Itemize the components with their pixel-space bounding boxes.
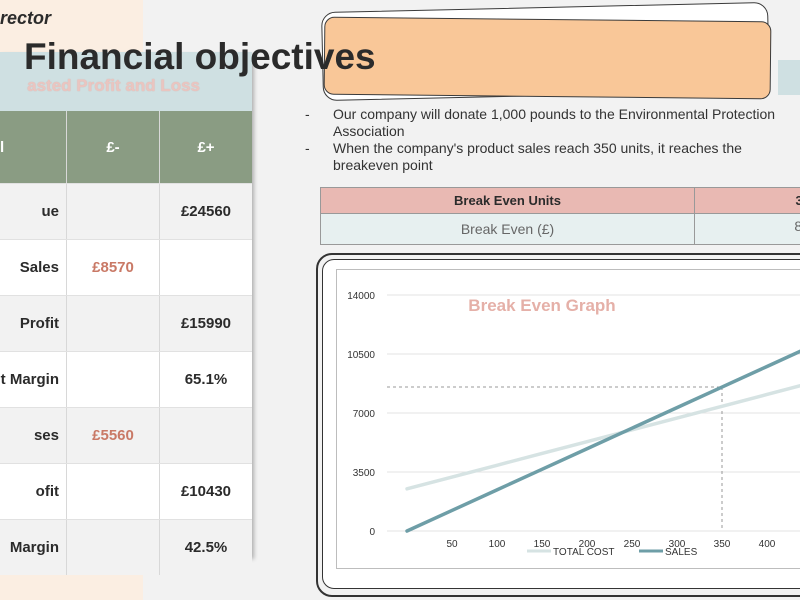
legend-label: TOTAL COST: [553, 547, 615, 558]
table-row: Sales £8570: [0, 239, 252, 295]
profit-loss-title: asted Profit and Loss: [27, 76, 200, 95]
bullet-dash: -: [305, 106, 310, 122]
row-label: ofit: [0, 464, 67, 519]
chart-area: 0 3500 7000 10500 14000 50 100 150 200 250 300 350 4…: [336, 269, 800, 569]
bullet-item: - When the company's product sales reach…: [305, 140, 785, 174]
x-tick-label: 400: [759, 539, 776, 550]
y-tick-label: 14000: [347, 291, 375, 302]
row-plus: [160, 240, 252, 295]
table-row: ses £5560: [0, 407, 252, 463]
break-even-value-row: Break Even (£) 85: [320, 213, 800, 245]
row-minus: [67, 352, 160, 407]
row-plus: £10430: [180, 483, 232, 500]
y-tick-label: 0: [369, 527, 375, 538]
y-tick-label: 7000: [353, 409, 376, 420]
break-even-pounds-label: Break Even (£): [320, 213, 695, 244]
row-minus: [67, 464, 160, 519]
chart-frame-outer: [316, 253, 800, 597]
x-tick-label: 200: [579, 539, 596, 550]
break-even-units-value: 35: [695, 187, 800, 213]
x-tick-label: 300: [669, 539, 686, 550]
series-line-total-cost: [405, 383, 800, 491]
row-minus: [67, 184, 160, 239]
break-even-header-row: Break Even Units 35: [320, 187, 800, 213]
bullet-text: When the company's product sales reach 3…: [333, 140, 742, 173]
profit-loss-table: asted Profit and Loss l £- £+ ue £24560 …: [0, 52, 252, 575]
x-tick-label: 150: [534, 539, 551, 550]
x-tick-label: 250: [624, 539, 641, 550]
slide-title: Financial objectives: [24, 36, 376, 77]
row-label: Profit: [0, 296, 67, 351]
right-edge-tab: [778, 60, 800, 95]
x-tick-label: 100: [489, 539, 506, 550]
profit-loss-title-bar: asted Profit and Loss: [0, 52, 252, 111]
header-cell-minus: £-: [67, 111, 160, 183]
row-plus: £24560: [180, 203, 232, 220]
chart-title: Break Even Graph: [468, 296, 615, 315]
table-row: Margin 42.5%: [0, 519, 252, 575]
break-even-pounds-value: 85: [695, 213, 800, 244]
header-cell-plus: £+: [197, 138, 215, 156]
bullet-item: - Our company will donate 1,000 pounds t…: [305, 106, 785, 140]
row-plus: [160, 408, 252, 463]
break-even-units-label: Break Even Units: [320, 187, 695, 213]
row-minus: [67, 296, 160, 351]
bullet-dash: -: [305, 140, 310, 156]
row-label: ue: [0, 184, 67, 239]
row-label: t Margin: [0, 352, 67, 407]
row-plus: 65.1%: [184, 371, 228, 388]
table-row: Profit £15990: [0, 295, 252, 351]
row-plus: 42.5%: [184, 539, 228, 556]
x-tick-label: 350: [714, 539, 731, 550]
break-even-chart: 0 3500 7000 10500 14000 50 100 150 200 250 300 350 4…: [347, 291, 800, 558]
row-minus: £8570: [67, 240, 160, 295]
profit-loss-header-row: l £- £+: [0, 111, 252, 183]
x-tick-label: 50: [446, 539, 458, 550]
break-even-table: Break Even Units 35 Break Even (£) 85: [320, 187, 800, 245]
table-row: ofit £10430: [0, 463, 252, 519]
row-minus: £5560: [67, 408, 160, 463]
legend-label: SALES: [665, 547, 698, 558]
row-plus: £15990: [180, 315, 232, 332]
y-tick-label: 3500: [353, 468, 376, 479]
row-label: ses: [0, 408, 67, 463]
bullet-list: - Our company will donate 1,000 pounds t…: [305, 106, 785, 174]
row-label: Margin: [0, 520, 67, 575]
row-minus: [67, 520, 160, 575]
bullet-text: Our company will donate 1,000 pounds to …: [333, 106, 776, 139]
table-row: ue £24560: [0, 183, 252, 239]
title-banner-front: [323, 16, 772, 100]
header-cell-label: l: [0, 111, 67, 183]
series-line-sales: [405, 349, 800, 533]
y-tick-label: 10500: [347, 350, 375, 361]
row-label: Sales: [0, 240, 67, 295]
table-row: t Margin 65.1%: [0, 351, 252, 407]
title-banner: [318, 1, 772, 102]
director-label: rector: [0, 8, 52, 28]
